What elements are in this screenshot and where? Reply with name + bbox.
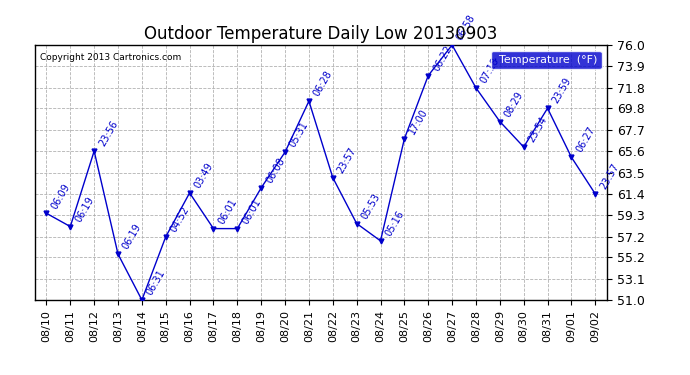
Text: 17:00: 17:00 <box>407 107 430 136</box>
Text: 05:16: 05:16 <box>383 209 406 238</box>
Text: 08:29: 08:29 <box>502 90 525 119</box>
Text: 07:18: 07:18 <box>479 56 502 85</box>
Text: 05:53: 05:53 <box>359 192 382 221</box>
Text: 23:57: 23:57 <box>335 146 358 175</box>
Text: 06:31: 06:31 <box>145 268 167 297</box>
Text: 05:31: 05:31 <box>288 120 310 149</box>
Text: 23:59: 23:59 <box>551 76 573 105</box>
Text: 06:09: 06:09 <box>49 182 72 210</box>
Text: 23:56: 23:56 <box>97 119 119 148</box>
Text: 06:01: 06:01 <box>216 197 239 226</box>
Text: 06:22: 06:22 <box>431 44 453 73</box>
Text: 06:27: 06:27 <box>574 125 597 154</box>
Legend: Temperature  (°F): Temperature (°F) <box>491 51 602 69</box>
Title: Outdoor Temperature Daily Low 20130903: Outdoor Temperature Daily Low 20130903 <box>144 26 497 44</box>
Text: 06:01: 06:01 <box>240 197 263 226</box>
Text: 06:19: 06:19 <box>121 222 144 251</box>
Text: 06:58: 06:58 <box>455 13 477 42</box>
Text: 23:57: 23:57 <box>598 162 621 191</box>
Text: 06:19: 06:19 <box>73 195 96 224</box>
Text: 03:49: 03:49 <box>193 161 215 190</box>
Text: 23:54: 23:54 <box>526 115 549 144</box>
Text: 06:08: 06:08 <box>264 156 286 185</box>
Text: 06:28: 06:28 <box>312 69 334 98</box>
Text: 04:52: 04:52 <box>168 205 191 234</box>
Text: Copyright 2013 Cartronics.com: Copyright 2013 Cartronics.com <box>40 53 181 62</box>
